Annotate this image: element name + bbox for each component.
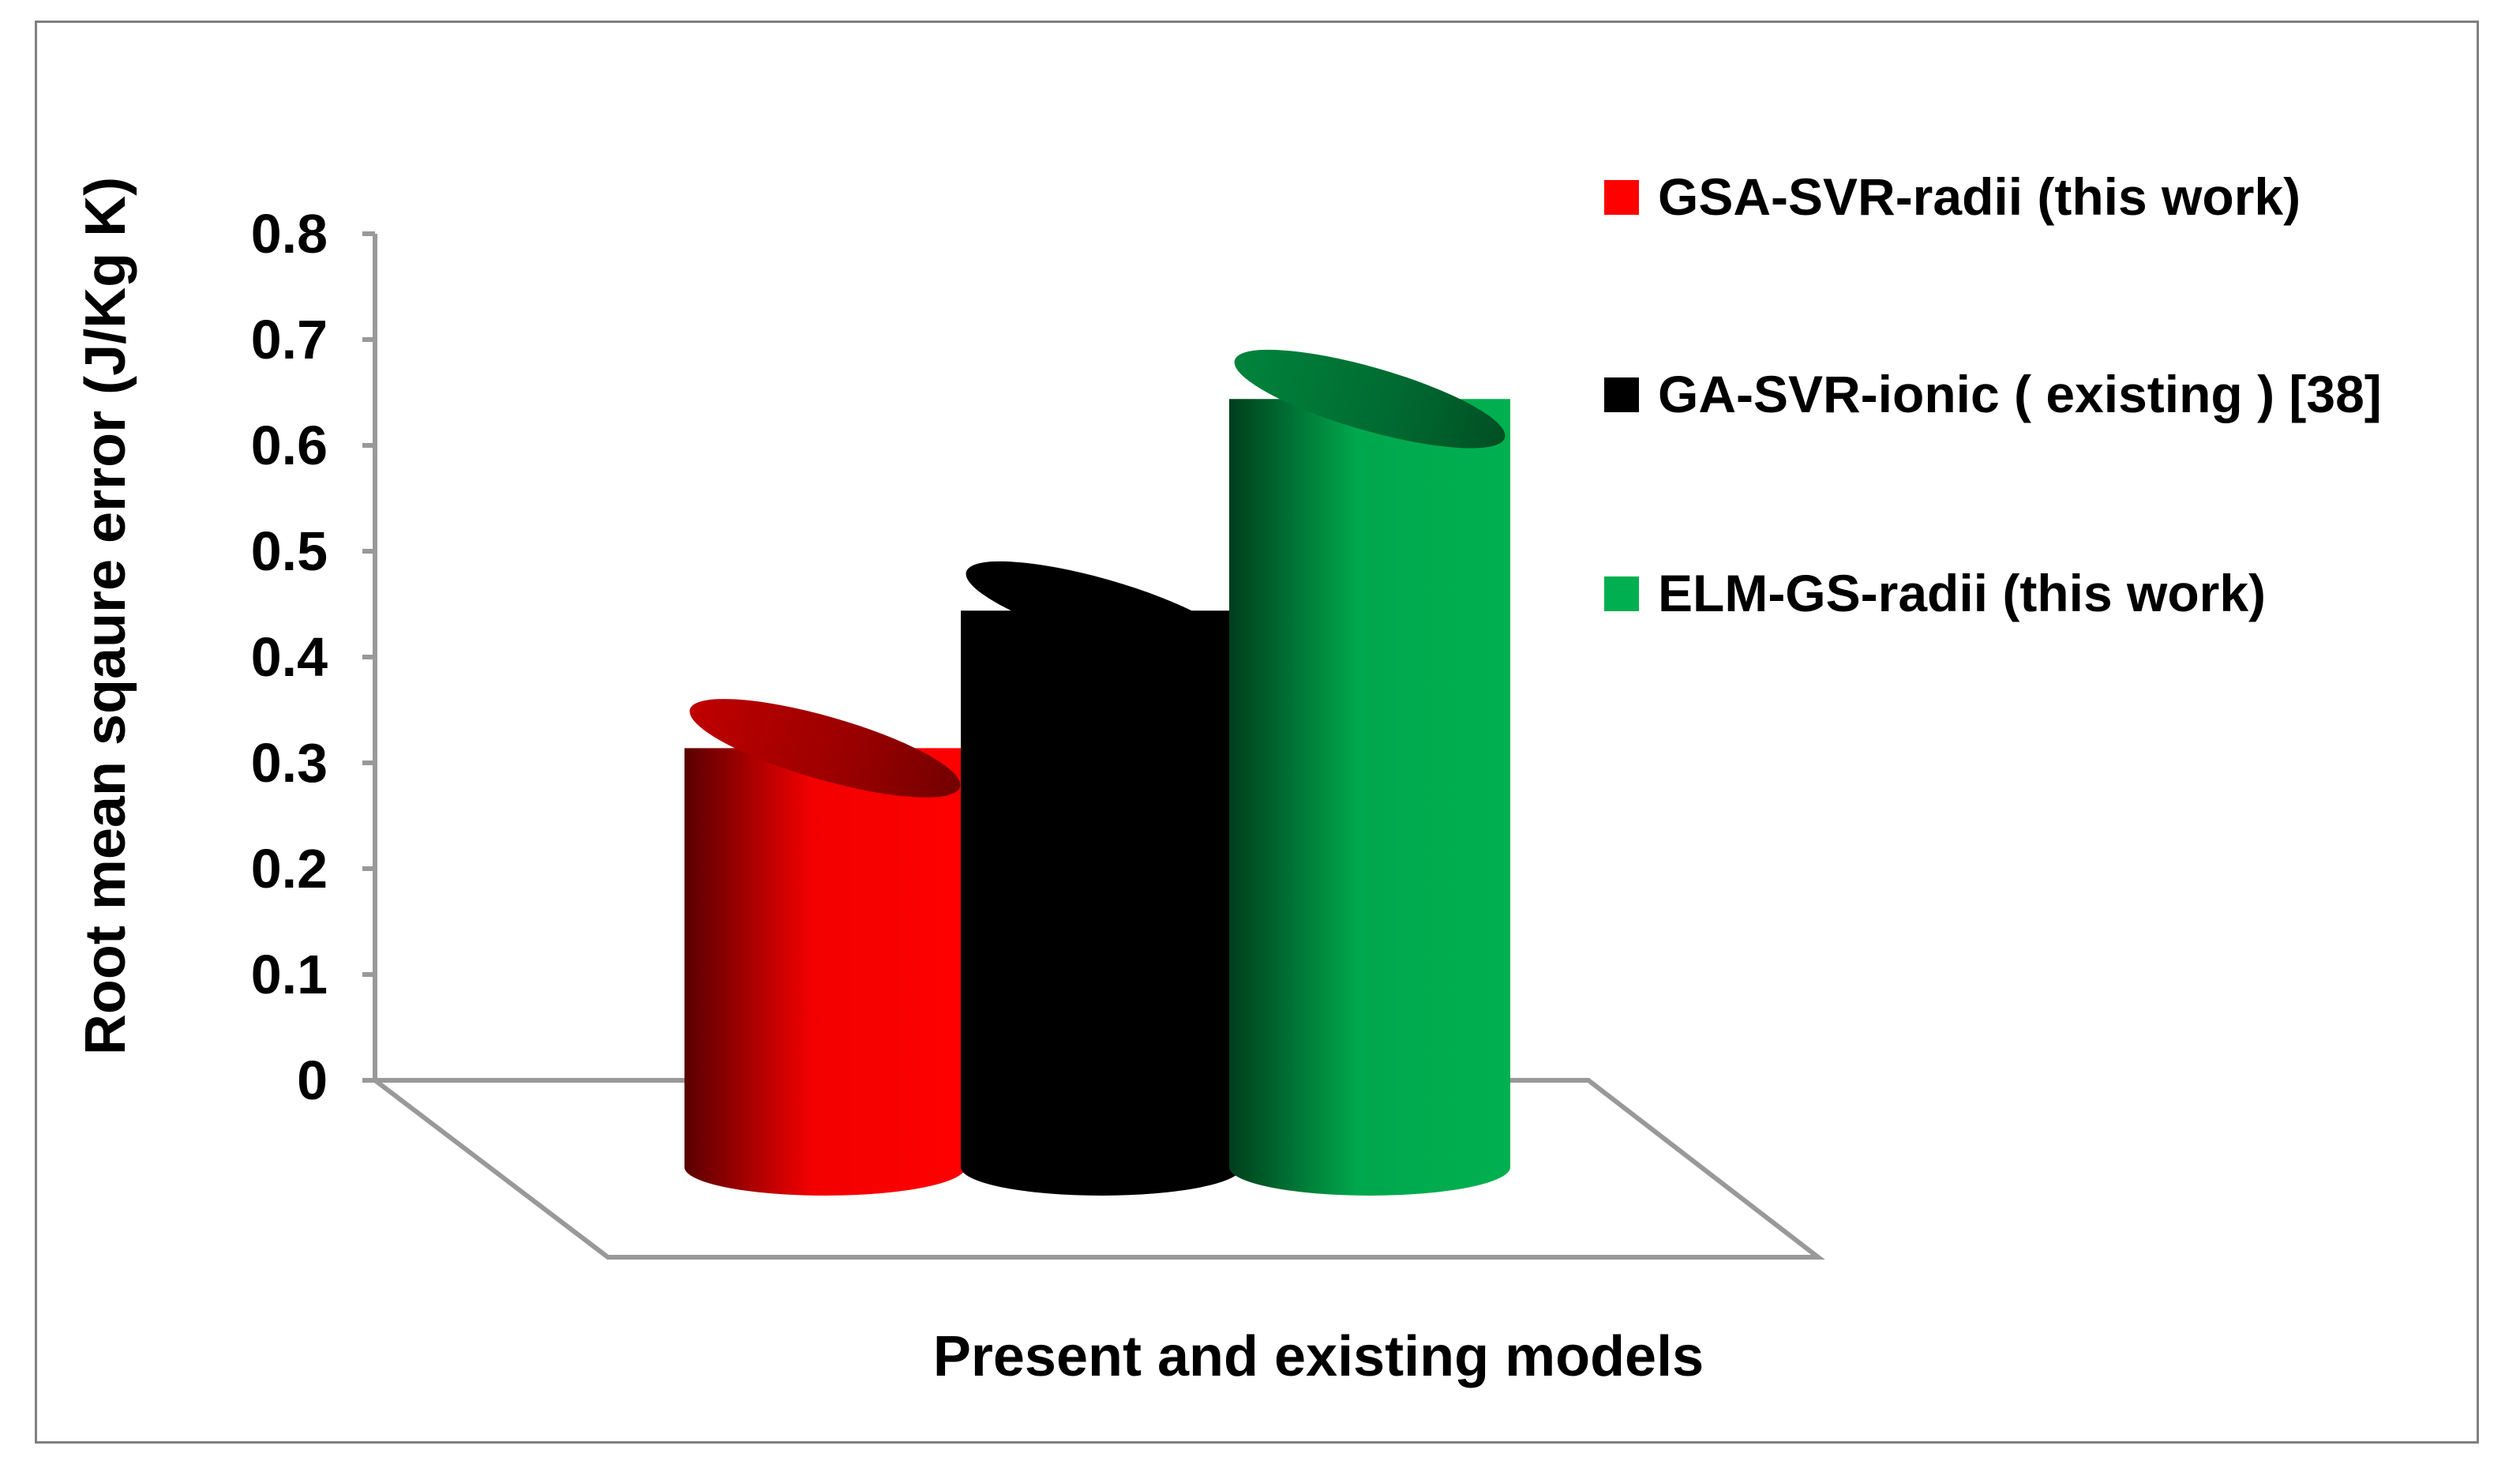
legend-item: GA-SVR-ionic ( existing ) [38] xyxy=(1604,365,2382,423)
legend-swatch xyxy=(1604,180,1639,215)
y-tick-label: 0.1 xyxy=(251,944,328,1005)
bar-top-cap xyxy=(966,561,1237,660)
bar-top-cap xyxy=(689,699,961,798)
bar-3 xyxy=(1229,349,1510,1196)
y-tick-label: 0.7 xyxy=(251,309,328,370)
legend-item: ELM-GS-radii (this work) xyxy=(1604,564,2266,622)
bars xyxy=(684,349,1510,1196)
legend-label: GA-SVR-ionic ( existing ) [38] xyxy=(1658,365,2382,423)
y-axis-title: Root mean sqaure error (J/Kg K) xyxy=(74,177,137,1055)
bar-body xyxy=(684,748,966,1196)
x-axis-title: Present and existing models xyxy=(933,1325,1704,1388)
bar-body xyxy=(1229,399,1510,1196)
bar-2 xyxy=(961,561,1242,1196)
legend-swatch xyxy=(1604,377,1639,412)
legend-swatch xyxy=(1604,576,1639,611)
legend-label: ELM-GS-radii (this work) xyxy=(1658,564,2266,622)
y-axis-tick-labels: 0 0.1 0.2 0.3 0.4 0.5 0.6 0.7 0.8 xyxy=(251,203,328,1111)
bar-1 xyxy=(684,699,966,1196)
y-tick-label: 0.4 xyxy=(251,626,328,688)
bar-body xyxy=(961,610,1242,1196)
legend: GSA-SVR-radii (this work) GA-SVR-ionic ( … xyxy=(1604,167,2382,622)
y-tick-label: 0.6 xyxy=(251,415,328,476)
y-tick-label: 0.3 xyxy=(251,732,328,794)
y-tick-label: 0 xyxy=(297,1050,328,1111)
y-tick-label: 0.8 xyxy=(251,203,328,265)
y-axis-ticks xyxy=(362,231,375,1083)
y-tick-label: 0.2 xyxy=(251,838,328,899)
legend-label: GSA-SVR-radii (this work) xyxy=(1658,167,2301,226)
bar-top-cap xyxy=(1234,349,1506,449)
legend-item: GSA-SVR-radii (this work) xyxy=(1604,167,2301,226)
y-tick-label: 0.5 xyxy=(251,520,328,582)
